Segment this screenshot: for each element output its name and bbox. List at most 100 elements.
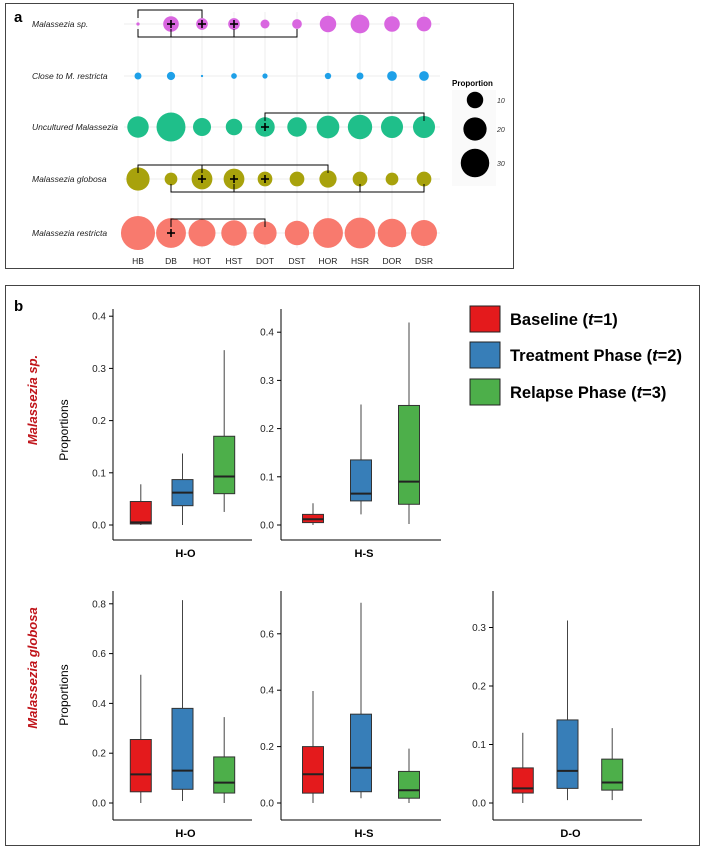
panel-a-frame <box>5 3 514 269</box>
boxplot-malassezia-globosa-h-s-treatment-phase-box <box>350 713 372 793</box>
boxplot-malassezia-globosa-h-o-y-label: Proportions <box>57 664 71 725</box>
boxplot-malassezia-globosa-h-o-y-tick-label: 0.0 <box>92 799 106 810</box>
bubble-malassezia-restricta-hst <box>221 220 247 246</box>
bubble-legend-title: Proportion <box>452 79 493 88</box>
bubble-uncultured-malassezia-hst <box>225 118 243 136</box>
boxplot-malassezia-sp-h-s-y-tick-label: 0.1 <box>260 472 274 483</box>
x-tick-label-dst: DST <box>289 256 306 266</box>
bubble-malassezia-globosa-db <box>164 172 178 186</box>
bubble-malassezia-globosa-dor <box>385 172 399 186</box>
bubble-close-to-m-restricta-hor <box>324 72 332 80</box>
bubble-close-to-m-restricta-hot <box>200 74 204 78</box>
bubble-malassezia-globosa-hb <box>126 167 150 191</box>
boxplot-malassezia-sp-h-o-y-tick-label: 0.0 <box>92 521 106 532</box>
bubble-close-to-m-restricta-dor <box>387 71 397 81</box>
boxplot-malassezia-globosa-h-o-y-tick-label: 0.2 <box>92 749 106 760</box>
bubble-malassezia-restricta-dst <box>284 220 310 246</box>
legend-label-treatment-phase: Treatment Phase (t=2) <box>510 347 682 365</box>
bubble-uncultured-malassezia-hb <box>127 116 149 138</box>
bubble-malassezia-globosa-hor <box>319 170 337 188</box>
x-tick-label-hot: HOT <box>193 256 211 266</box>
boxplot-malassezia-globosa-h-o-y-tick-label: 0.4 <box>92 699 106 710</box>
row-label-malassezia-globosa: Malassezia globosa <box>32 174 107 184</box>
boxplot-malassezia-globosa-d-o-y-tick-label: 0.3 <box>472 623 486 634</box>
boxplot-malassezia-globosa-d-o-y-tick-label: 0.2 <box>472 682 486 693</box>
boxplot-malassezia-globosa-h-s-y-tick-label: 0.6 <box>260 629 274 640</box>
bubble-malassezia-restricta-hor <box>313 218 343 248</box>
bubble-malassezia-restricta-dot <box>253 221 277 245</box>
row-label-malassezia-restricta: Malassezia restricta <box>32 228 107 238</box>
boxplot-malassezia-globosa-h-s-relapse-phase-box <box>398 770 420 799</box>
significance-bracket <box>233 184 425 193</box>
panel-b-label: b <box>14 298 23 315</box>
boxplot-malassezia-sp-h-s-y-tick-label: 0.0 <box>260 521 274 532</box>
panel-b-frame <box>5 285 700 846</box>
boxplot-malassezia-globosa-h-o-y-tick-label: 0.6 <box>92 649 106 660</box>
bubble-close-to-m-restricta-hst <box>231 73 237 79</box>
row-label-close-to-m-restricta: Close to M. restricta <box>32 71 108 81</box>
boxplot-malassezia-globosa-h-s-y-tick-label: 0.0 <box>260 799 274 810</box>
boxplot-malassezia-globosa-h-s-x-label: H-S <box>355 828 374 840</box>
boxplot-malassezia-globosa-h-o-treatment-phase-box <box>171 707 194 790</box>
bubble-uncultured-malassezia-dor <box>380 115 404 139</box>
boxplot-malassezia-globosa-h-s-baseline-box <box>302 746 324 794</box>
boxplot-malassezia-globosa-h-o-y-tick-label: 0.8 <box>92 599 106 610</box>
row-title-malassezia-sp: Malassezia sp. <box>25 355 40 445</box>
bubble-uncultured-malassezia-hot <box>192 117 212 137</box>
boxplot-malassezia-globosa-d-o-relapse-phase-box <box>601 758 624 791</box>
legend-swatch-treatment-phase <box>469 341 501 369</box>
legend-swatch-baseline <box>469 305 501 333</box>
x-tick-label-hsr: HSR <box>351 256 369 266</box>
x-tick-label-hb: HB <box>132 256 144 266</box>
bubble-malassezia-restricta-hsr <box>344 217 376 249</box>
bubble-uncultured-malassezia-dst <box>287 117 307 137</box>
boxplot-malassezia-sp-h-o-relapse-phase-box <box>213 435 236 495</box>
boxplot-malassezia-globosa-d-o-x-label: D-O <box>560 828 581 840</box>
legend-bubble-label-30: 30 <box>497 161 505 168</box>
boxplot-malassezia-sp-h-o-y-tick-label: 0.3 <box>92 364 106 375</box>
x-tick-label-hor: HOR <box>319 256 338 266</box>
boxplot-malassezia-globosa-d-o-baseline-box <box>511 767 534 794</box>
significance-bracket <box>137 164 203 173</box>
boxplot-malassezia-globosa-h-o-relapse-phase-box <box>213 756 236 794</box>
bubble-close-to-m-restricta-db <box>166 71 176 81</box>
bubble-malassezia-sp-hor <box>319 15 337 33</box>
boxplot-malassezia-sp-h-s-relapse-phase-box <box>398 404 420 505</box>
bubble-close-to-m-restricta-dot <box>262 73 268 79</box>
boxplot-malassezia-sp-h-s-y-tick-label: 0.2 <box>260 424 274 435</box>
row-label-uncultured-malassezia: Uncultured Malassezia <box>32 122 118 132</box>
boxplot-malassezia-sp-h-s-treatment-phase-box <box>350 459 372 502</box>
panel-a-label: a <box>14 9 23 26</box>
boxplot-malassezia-sp-h-s-y-tick-label: 0.4 <box>260 328 274 339</box>
legend-bubble-20 <box>463 117 487 141</box>
legend-bubble-label-20: 20 <box>496 127 505 134</box>
legend-label-baseline: Baseline (t=1) <box>510 311 618 329</box>
boxplot-malassezia-sp-h-o-y-tick-label: 0.1 <box>92 468 106 479</box>
boxplot-malassezia-globosa-h-s-y-tick-label: 0.2 <box>260 742 274 753</box>
bubble-uncultured-malassezia-db <box>156 112 186 142</box>
bubble-malassezia-restricta-dsr <box>411 220 437 246</box>
boxplot-malassezia-globosa-h-s-y-tick-label: 0.4 <box>260 686 274 697</box>
boxplot-malassezia-globosa-d-o-y-tick-label: 0.1 <box>472 740 486 751</box>
boxplot-malassezia-globosa-d-o-treatment-phase-box <box>556 719 579 789</box>
bubble-malassezia-sp-hsr <box>350 14 370 34</box>
boxplot-malassezia-sp-h-o-y-tick-label: 0.2 <box>92 416 106 427</box>
significance-bracket <box>137 9 203 18</box>
boxplot-malassezia-sp-h-s-x-label: H-S <box>355 548 374 560</box>
boxplot-malassezia-sp-h-o-x-label: H-O <box>175 548 196 560</box>
boxplot-malassezia-globosa-d-o-y-tick-label: 0.0 <box>472 799 486 810</box>
bubble-malassezia-sp-dor <box>384 16 400 32</box>
bubble-malassezia-restricta-hot <box>188 219 216 247</box>
bubble-malassezia-globosa-dsr <box>416 171 432 187</box>
bubble-malassezia-sp-dsr <box>416 16 432 32</box>
boxplot-malassezia-sp-h-s-y-tick-label: 0.3 <box>260 376 274 387</box>
boxplot-malassezia-sp-h-o-baseline-box <box>129 501 152 525</box>
bubble-uncultured-malassezia-hsr <box>347 114 373 140</box>
bubble-malassezia-restricta-dor <box>377 218 407 248</box>
bubble-close-to-m-restricta-dsr <box>419 71 429 81</box>
legend-bubble-30 <box>460 148 490 178</box>
bubble-uncultured-malassezia-dsr <box>412 115 436 139</box>
x-tick-label-dot: DOT <box>256 256 274 266</box>
bubble-malassezia-globosa-dst <box>289 171 305 187</box>
